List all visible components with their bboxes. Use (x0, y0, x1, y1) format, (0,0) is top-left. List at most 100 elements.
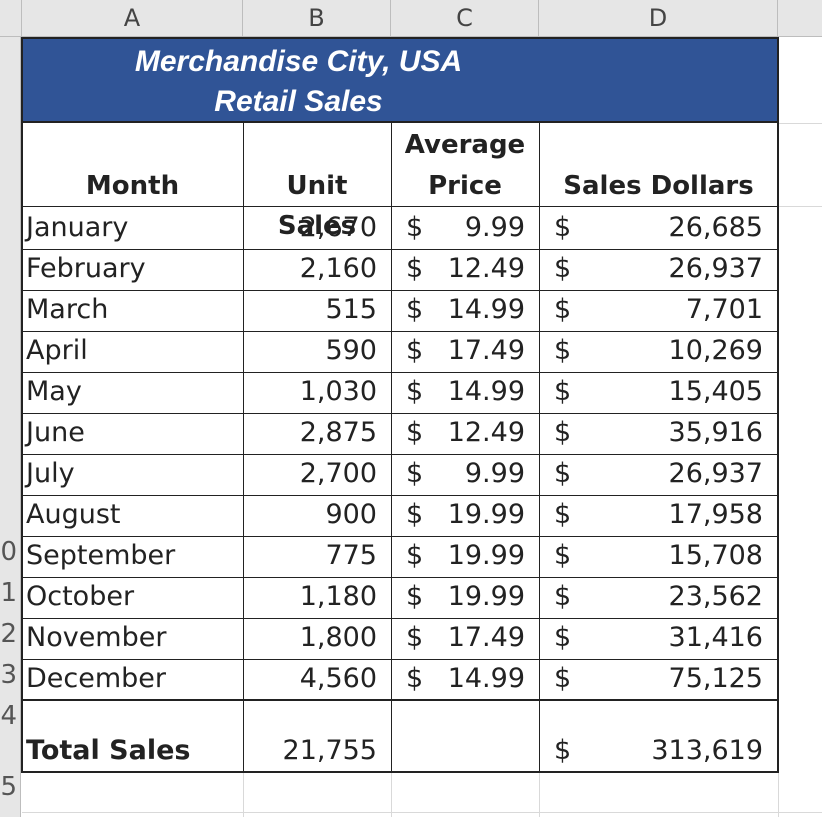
gridline (778, 206, 822, 207)
cell-sales-dollars[interactable]: 7,701 (685, 294, 763, 325)
row-separator (22, 495, 778, 496)
cell-average-price[interactable]: 9.99 (464, 212, 525, 243)
cell-average-price[interactable]: 14.99 (447, 663, 525, 694)
cell-sales-dollars[interactable]: 26,937 (668, 253, 763, 284)
column-border (243, 123, 244, 772)
dollars-currency-symbol: $ (554, 663, 572, 694)
total-sales-dollars[interactable]: 313,619 (651, 735, 763, 766)
gridline (778, 123, 822, 124)
gridline (539, 772, 540, 817)
cell-unit-sales[interactable]: 2,670 (299, 212, 377, 243)
price-currency-symbol: $ (406, 581, 424, 612)
column-header-d[interactable]: D (539, 0, 778, 36)
cell-month[interactable]: March (26, 294, 109, 325)
cell-average-price[interactable]: 14.99 (447, 376, 525, 407)
row-number-11[interactable]: 1 (0, 578, 17, 608)
cell-sales-dollars[interactable]: 26,937 (668, 458, 763, 489)
table-border-top (21, 37, 779, 39)
cell-sales-dollars[interactable]: 10,269 (668, 335, 763, 366)
cell-unit-sales[interactable]: 2,700 (299, 458, 377, 489)
cell-month[interactable]: June (26, 417, 85, 448)
dollars-currency-symbol: $ (554, 458, 572, 489)
price-currency-symbol: $ (406, 335, 424, 366)
row-separator (22, 249, 778, 250)
cell-sales-dollars[interactable]: 26,685 (668, 212, 763, 243)
column-header-e[interactable] (778, 0, 822, 36)
cell-sales-dollars[interactable]: 15,708 (668, 540, 763, 571)
cell-average-price[interactable]: 12.49 (447, 253, 525, 284)
row-number-14[interactable]: 4 (0, 701, 17, 731)
row-separator (22, 618, 778, 619)
table-border-right (777, 37, 779, 773)
cell-month[interactable]: September (26, 540, 176, 571)
price-currency-symbol: $ (406, 417, 424, 448)
header-month[interactable]: Month (85, 171, 180, 201)
dollars-currency-symbol: $ (554, 335, 572, 366)
cell-average-price[interactable]: 12.49 (447, 417, 525, 448)
header-sales-dollars[interactable]: Sales Dollars (563, 171, 754, 201)
title-line-1: Merchandise City, USA (134, 45, 463, 78)
column-header-c[interactable]: C (391, 0, 539, 36)
cell-average-price[interactable]: 19.99 (447, 499, 525, 530)
price-currency-symbol: $ (406, 499, 424, 530)
cell-average-price[interactable]: 19.99 (447, 540, 525, 571)
header-average-price-line1[interactable]: Average (404, 130, 526, 160)
cell-average-price[interactable]: 14.99 (447, 294, 525, 325)
cell-month[interactable]: December (26, 663, 167, 694)
row-number-12[interactable]: 2 (0, 619, 17, 649)
cell-average-price[interactable]: 19.99 (447, 581, 525, 612)
cell-month[interactable]: February (26, 253, 146, 284)
cell-average-price[interactable]: 9.99 (464, 458, 525, 489)
cell-month[interactable]: August (26, 499, 121, 530)
cell-unit-sales[interactable]: 1,180 (299, 581, 377, 612)
cell-sales-dollars[interactable]: 17,958 (668, 499, 763, 530)
cell-unit-sales[interactable]: 775 (325, 540, 377, 571)
column-header-a[interactable]: A (22, 0, 243, 36)
column-border (539, 123, 540, 772)
cell-sales-dollars[interactable]: 75,125 (668, 663, 763, 694)
header-unit-sales[interactable]: Unit Sales (277, 171, 357, 241)
dollars-currency-symbol: $ (554, 294, 572, 325)
row-separator (22, 454, 778, 455)
cell-unit-sales[interactable]: 1,800 (299, 622, 377, 653)
price-currency-symbol: $ (406, 212, 424, 243)
row-separator (22, 577, 778, 578)
cell-unit-sales[interactable]: 590 (325, 335, 377, 366)
row-number-15[interactable]: 5 (0, 772, 17, 802)
cell-month[interactable]: April (26, 335, 88, 366)
price-currency-symbol: $ (406, 622, 424, 653)
cell-month[interactable]: October (26, 581, 135, 612)
cell-month[interactable]: May (26, 376, 82, 407)
header-average-price-line2[interactable]: Price (428, 171, 502, 201)
column-header-b[interactable]: B (243, 0, 391, 36)
price-currency-symbol: $ (406, 294, 424, 325)
row-number-10[interactable]: 0 (0, 537, 17, 567)
select-all-corner[interactable] (0, 0, 22, 36)
title-band[interactable]: Merchandise City, USA Retail Sales (22, 37, 778, 123)
cell-unit-sales[interactable]: 2,160 (299, 253, 377, 284)
total-label[interactable]: Total Sales (26, 735, 191, 766)
cell-month[interactable]: November (26, 622, 167, 653)
row-separator (22, 413, 778, 414)
dollars-currency-symbol: $ (554, 212, 572, 243)
cell-unit-sales[interactable]: 2,875 (299, 417, 377, 448)
cell-unit-sales[interactable]: 4,560 (299, 663, 377, 694)
cell-sales-dollars[interactable]: 35,916 (668, 417, 763, 448)
row-number-13[interactable]: 3 (0, 660, 17, 690)
table-border-bottom (21, 771, 779, 773)
gridline (391, 772, 392, 817)
cell-unit-sales[interactable]: 900 (325, 499, 377, 530)
cell-unit-sales[interactable]: 515 (325, 294, 377, 325)
cell-sales-dollars[interactable]: 15,405 (668, 376, 763, 407)
cell-average-price[interactable]: 17.49 (447, 335, 525, 366)
cell-sales-dollars[interactable]: 23,562 (668, 581, 763, 612)
price-currency-symbol: $ (406, 376, 424, 407)
cell-sales-dollars[interactable]: 31,416 (668, 622, 763, 653)
cell-unit-sales[interactable]: 1,030 (299, 376, 377, 407)
gridline (243, 772, 244, 817)
total-unit-sales[interactable]: 21,755 (282, 735, 377, 766)
cell-month[interactable]: January (26, 212, 129, 243)
cell-month[interactable]: July (26, 458, 75, 489)
row-separator (22, 659, 778, 660)
cell-average-price[interactable]: 17.49 (447, 622, 525, 653)
